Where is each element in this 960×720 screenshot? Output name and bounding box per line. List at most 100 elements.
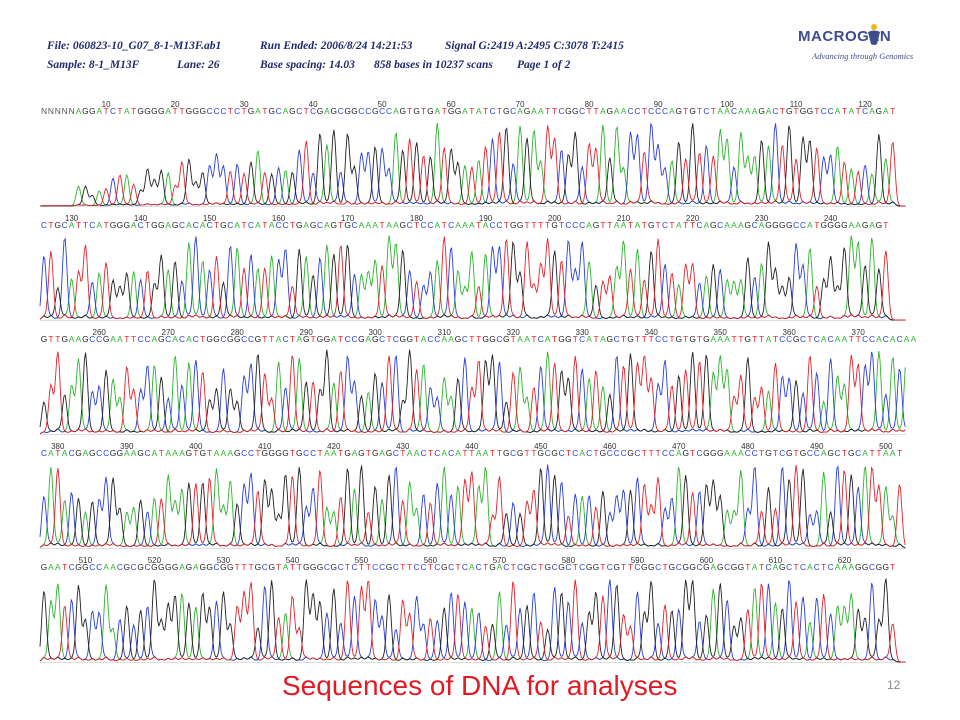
base-position-tick: 80: [585, 100, 594, 109]
logo-figure-icon: [868, 24, 880, 45]
base-position-tick: 10: [102, 100, 111, 109]
trace-line-T: [39, 236, 906, 321]
base-position-tick: 280: [231, 328, 245, 337]
base-position-tick: 210: [617, 214, 631, 223]
trace-svg: 130 140 150 160 170 180 190 200 210 220 230 240CTGC…: [39, 214, 906, 321]
page-indicator: Page 1 of 2: [517, 59, 571, 71]
logo-tagline: Advancing through Genomics: [812, 51, 914, 61]
base-position-tick: 20: [171, 100, 180, 109]
base-call-sequence: NNNNNAGGA TCT A TGGGGA T TGGGCCCTCTGA TGCAGCTC…: [41, 106, 895, 116]
base-call-sequence: CA T ACGAGCCGGAAGCA T AAAGTGT AAAGCCTGGGGTGCC…: [41, 448, 902, 458]
base-position-tick: 170: [341, 214, 355, 223]
base-position-tick: 230: [755, 214, 769, 223]
base-position-tick: 490: [810, 442, 824, 451]
base-position-tick: 150: [203, 214, 217, 223]
base-position-tick: 50: [378, 100, 387, 109]
trace-line-T: [39, 579, 906, 663]
base-position-tick: 450: [534, 442, 548, 451]
base-position-tick: 420: [327, 442, 341, 451]
base-position-tick: 430: [396, 442, 410, 451]
trace-panel-2: 130 140 150 160 170 180 190 200 210 220 230 240 CTGC…: [39, 214, 906, 324]
base-position-tick: 100: [720, 100, 734, 109]
base-position-tick: 580: [562, 556, 576, 565]
base-position-tick: 600: [700, 556, 714, 565]
base-position-tick: 320: [507, 328, 521, 337]
trace-line-A: [39, 583, 906, 663]
sample-name: Sample: 8-1_M13F: [47, 59, 140, 71]
base-position-tick: 110: [790, 100, 803, 109]
header-row-1: File: 060823-10_G07_8-1-M13F.ab1 Run End…: [47, 40, 767, 59]
trace-line-A: [40, 122, 906, 207]
trace-panel-3: 260 270 280 290 300 310 320 330 340 350 360 370 GT TG…: [39, 328, 917, 438]
base-position-tick: 330: [576, 328, 590, 337]
base-position-tick: 590: [631, 556, 645, 565]
base-position-tick: 620: [838, 556, 852, 565]
base-position-tick: 310: [438, 328, 452, 337]
base-position-tick: 470: [672, 442, 686, 451]
trace-line-G: [40, 123, 906, 207]
run-info-header: File: 060823-10_G07_8-1-M13F.ab1 Run End…: [47, 40, 767, 78]
base-position-tick: 350: [714, 328, 728, 337]
trace-line-A: [39, 235, 906, 321]
base-position-tick: 440: [465, 442, 479, 451]
base-position-tick: 90: [654, 100, 663, 109]
base-position-tick: 30: [240, 100, 249, 109]
base-position-tick: 530: [217, 556, 231, 565]
signal-strengths: Signal G:2419 A:2495 C:3078 T:2415: [445, 40, 624, 52]
base-position-tick: 180: [410, 214, 424, 223]
macrogen-logo: MACROGEN Advancing through Genomics: [798, 22, 928, 74]
base-spacing: Base spacing: 14.03: [260, 59, 355, 71]
logo-name: MACROGEN: [798, 28, 892, 45]
base-call-sequence: GAA TCGGCCAACGCGCGGGGAGAGGCGGT T TGCGT A T TGG…: [41, 562, 896, 572]
base-position-tick: 370: [852, 328, 866, 337]
base-call-sequence: CTGCA T TCA TGGGACTGGAGCACACTGCA TCA T ACCTGAG…: [41, 220, 888, 230]
header-row-2: Sample: 8-1_M13F Lane: 26 Base spacing: …: [47, 59, 767, 78]
base-position-tick: 500: [879, 442, 893, 451]
base-position-tick: 60: [447, 100, 456, 109]
base-position-tick: 520: [148, 556, 162, 565]
base-call-sequence: GT TGAAGCCGAA T TCCAGCACACTGGCGGCCGT T ACT AGT…: [41, 334, 917, 344]
trace-panel-5: 510 520 530 540 550 560 570 580 590 600 610 620 GAA T…: [39, 556, 906, 666]
trace-line-C: [40, 122, 906, 207]
trace-line-T: [39, 351, 906, 435]
base-position-tick: 540: [286, 556, 300, 565]
base-position-tick: 560: [424, 556, 438, 565]
base-position-tick: 290: [300, 328, 314, 337]
page-number: 12: [887, 678, 901, 692]
base-position-tick: 70: [516, 100, 525, 109]
base-position-tick: 130: [65, 214, 79, 223]
base-position-tick: 360: [783, 328, 797, 337]
trace-line-G: [39, 349, 906, 433]
base-position-tick: 510: [79, 556, 93, 565]
base-position-tick: 270: [162, 328, 176, 337]
trace-line-G: [39, 465, 906, 549]
base-position-tick: 550: [355, 556, 369, 565]
trace-panel-4: 380 390 400 410 420 430 440 450 460 470 480 490 500 C…: [39, 442, 906, 552]
base-position-tick: 340: [645, 328, 659, 337]
file-name: File: 060823-10_G07_8-1-M13F.ab1: [47, 40, 222, 52]
trace-svg: 380 390 400 410 420 430 440 450 460 470 480 490 500C…: [39, 442, 906, 549]
base-position-tick: 260: [93, 328, 107, 337]
run-ended: Run Ended: 2006/8/24 14:21:53: [260, 40, 413, 52]
base-position-tick: 200: [548, 214, 562, 223]
base-position-tick: 610: [769, 556, 783, 565]
base-position-tick: 380: [51, 442, 65, 451]
base-position-tick: 300: [369, 328, 383, 337]
trace-line-T: [39, 464, 906, 548]
trace-line-T: [40, 125, 906, 207]
base-position-tick: 240: [824, 214, 838, 223]
base-position-tick: 220: [686, 214, 700, 223]
base-position-tick: 410: [258, 442, 272, 451]
base-position-tick: 400: [189, 442, 203, 451]
base-position-tick: 480: [741, 442, 755, 451]
trace-panel-1: 10 20 30 40 50 60 70 80 90 100 110 120 NNNNNAGGA TCT A…: [40, 100, 906, 210]
trace-line-C: [39, 579, 906, 663]
base-position-tick: 190: [479, 214, 493, 223]
base-position-tick: 460: [603, 442, 617, 451]
base-position-tick: 140: [134, 214, 148, 223]
slide-caption: Sequences of DNA for analyses: [282, 670, 678, 701]
lane-number: Lane: 26: [177, 59, 220, 71]
